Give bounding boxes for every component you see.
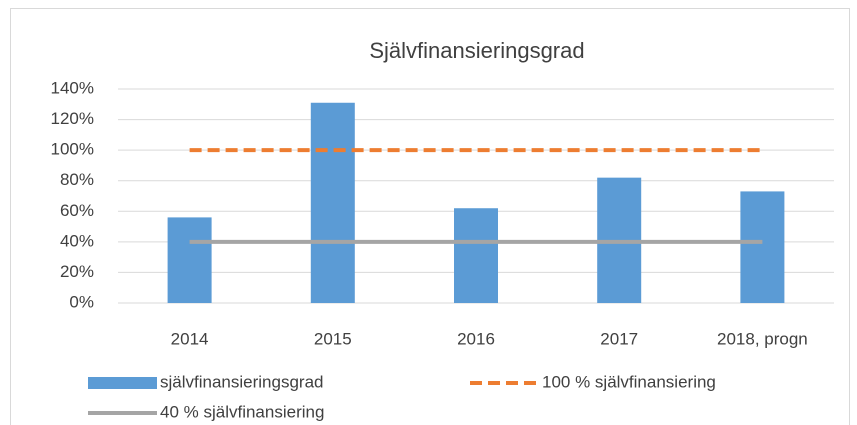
x-tick-label: 2015: [314, 329, 352, 348]
x-tick-label: 2017: [600, 329, 638, 348]
legend-label: självfinansieringsgrad: [160, 372, 323, 391]
y-tick-label: 40%: [60, 231, 94, 250]
legend-swatch: [88, 377, 157, 389]
chart-title: Självfinansieringsgrad: [369, 38, 584, 63]
x-tick-label: 2016: [457, 329, 495, 348]
y-tick-label: 80%: [60, 170, 94, 189]
x-tick-label: 2018, progn: [717, 329, 808, 348]
bar: [740, 191, 785, 303]
x-tick-label: 2014: [171, 329, 209, 348]
y-tick-label: 120%: [51, 109, 94, 128]
bar: [454, 208, 498, 303]
y-tick-label: 60%: [60, 201, 94, 220]
legend-label: 40 % självfinansiering: [160, 402, 324, 421]
chart-frame: [10, 8, 850, 425]
y-tick-label: 20%: [60, 262, 94, 281]
bar: [167, 217, 212, 303]
legend-label: 100 % självfinansiering: [542, 372, 716, 391]
y-tick-label: 140%: [51, 78, 94, 97]
y-tick-label: 100%: [51, 140, 94, 159]
bar: [310, 102, 355, 303]
y-tick-label: 0%: [69, 292, 94, 311]
